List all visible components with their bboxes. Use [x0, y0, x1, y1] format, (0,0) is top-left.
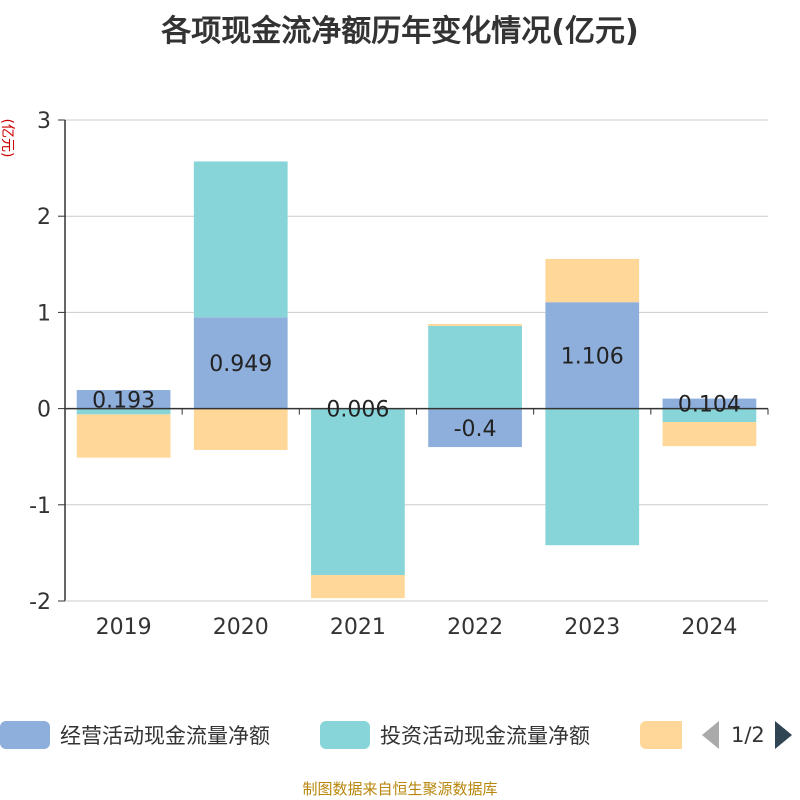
bar-investing-2021: [311, 408, 405, 576]
pager-prev-icon[interactable]: [702, 721, 719, 749]
data-label-2023: 1.106: [561, 344, 624, 369]
bar-investing-2022: [428, 325, 522, 409]
bar-financing-2024: [662, 422, 757, 447]
bar-financing-2023: [545, 258, 640, 303]
legend-swatch-operating: [0, 721, 50, 749]
x-tick-label: 2020: [213, 615, 269, 640]
bar-operating-2024: [662, 398, 757, 409]
data-label-2019: 0.193: [92, 388, 155, 413]
data-label-2022: -0.4: [454, 417, 497, 442]
bar-financing-2019: [76, 414, 171, 458]
bar-financing-2022: [428, 323, 522, 326]
legend-label-investing: 投资活动现金流量净额: [380, 724, 590, 748]
legend-label-operating: 经营活动现金流量净额: [60, 724, 270, 748]
bar-operating-2019: [76, 390, 171, 409]
legend-swatch-financing: [640, 721, 682, 749]
bar-investing-2023: [545, 408, 640, 546]
bar-investing-2019: [76, 408, 171, 415]
bar-financing-2020: [193, 408, 288, 450]
pager-next-icon[interactable]: [774, 721, 792, 749]
legend-item-operating[interactable]: 经营活动现金流量净额: [0, 717, 270, 753]
data-label-2021: 0.006: [326, 397, 389, 422]
bar-financing-2021: [311, 575, 405, 599]
x-tick-label: 2023: [564, 615, 620, 640]
legend: 经营活动现金流量净额 投资活动现金流量净额 1/2: [0, 717, 800, 753]
legend-pager: 1/2: [700, 717, 800, 753]
x-tick-label: 2019: [96, 615, 152, 640]
y-tick-label: 0: [37, 398, 51, 423]
bar-investing-2024: [662, 408, 757, 423]
y-tick-label: -1: [29, 494, 51, 519]
bar-investing-2020: [193, 161, 288, 318]
pager-page-indicator: 1/2: [731, 723, 765, 747]
y-tick-label: -2: [29, 590, 51, 615]
chart-title: 各项现金流净额历年变化情况(亿元): [161, 14, 639, 49]
y-tick-label: 2: [37, 205, 51, 230]
legend-swatch-investing: [320, 721, 370, 749]
bar-operating-2022: [428, 408, 522, 448]
legend-item-financing[interactable]: [640, 717, 682, 753]
y-tick-label: 3: [37, 109, 51, 134]
y-tick-label: 1: [37, 301, 51, 326]
x-tick-label: 2021: [330, 615, 386, 640]
x-tick-label: 2022: [447, 615, 503, 640]
data-label-2020: 0.949: [209, 352, 272, 377]
chart-plot: 3 2 1 0 -1 -2 2019 2020 2021 2022 2023 2024 0.193 0.9…: [29, 109, 769, 640]
source-note: 制图数据来自恒生聚源数据库: [302, 780, 498, 798]
bar-operating-2020: [193, 317, 288, 409]
legend-item-investing[interactable]: 投资活动现金流量净额: [320, 717, 590, 753]
data-label-2024: 0.104: [678, 393, 741, 418]
x-tick-label: 2024: [681, 615, 737, 640]
bar-operating-2023: [545, 302, 640, 409]
